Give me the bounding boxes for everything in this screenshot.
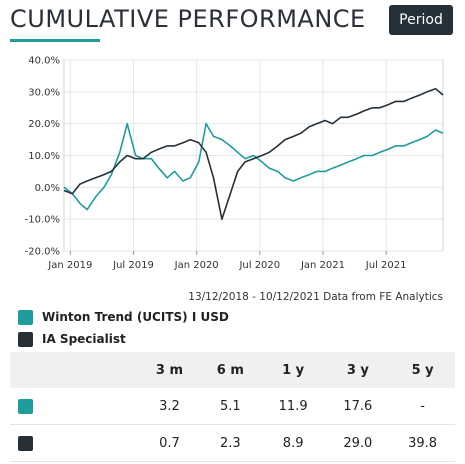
y-tick-label: 10.0%	[28, 151, 60, 162]
table-row-swatch-cell	[10, 388, 139, 425]
title-underline	[10, 39, 100, 42]
legend-swatch-fund	[18, 309, 33, 325]
fund-series-line	[63, 122, 444, 211]
table-cell: 39.8	[390, 424, 455, 462]
legend-swatch-sector	[18, 331, 33, 347]
legend: Winton Trend (UCITS) I USD IA Specialist	[18, 306, 229, 350]
table-cell: 5.1	[199, 388, 261, 425]
table-header-5y: 5 y	[390, 352, 455, 388]
x-tick-label: Jan 2021	[300, 260, 345, 271]
table-row: 0.7 2.3 8.9 29.0 39.8	[10, 424, 455, 462]
table-row-swatch-cell	[10, 424, 139, 462]
legend-item-fund[interactable]: Winton Trend (UCITS) I USD	[18, 306, 229, 328]
date-range-source: 13/12/2018 - 10/12/2021 Data from FE Ana…	[188, 291, 443, 303]
table-cell: -	[390, 388, 455, 425]
page-title: CUMULATIVE PERFORMANCE	[10, 5, 366, 33]
period-button[interactable]: Period	[389, 5, 453, 35]
y-tick-label: 30.0%	[28, 87, 60, 98]
table-header-blank	[10, 352, 139, 388]
table-cell: 11.9	[260, 388, 326, 425]
performance-table: 3 m 6 m 1 y 3 y 5 y 3.2 5.1 11.9 17.6 - …	[10, 352, 455, 462]
x-tick-label: Jan 2019	[47, 260, 92, 271]
table-header-row: 3 m 6 m 1 y 3 y 5 y	[10, 352, 455, 388]
table-cell: 29.0	[325, 424, 391, 462]
table-header-1y: 1 y	[260, 352, 326, 388]
y-tick-label: 20.0%	[28, 119, 60, 130]
table-cell: 0.7	[139, 424, 200, 462]
y-tick-label: 0.0%	[35, 183, 60, 194]
x-tick-label: Jul 2019	[112, 260, 154, 271]
fund-color-swatch	[18, 398, 33, 414]
x-tick-label: Jan 2020	[174, 260, 219, 271]
y-tick-label: -20.0%	[25, 247, 60, 258]
x-tick-label: Jul 2020	[238, 260, 280, 271]
table-cell: 17.6	[325, 388, 391, 425]
performance-chart: 40.0% 30.0% 20.0% 10.0% 0.0% -10.0% -20.0% Jan …	[25, 56, 444, 271]
legend-label-sector: IA Specialist	[42, 332, 126, 346]
table-cell: 2.3	[199, 424, 261, 462]
table-cell: 8.9	[260, 424, 326, 462]
legend-item-sector[interactable]: IA Specialist	[18, 328, 229, 350]
y-tick-label: 40.0%	[28, 56, 60, 67]
table-header-6m: 6 m	[199, 352, 261, 388]
table-header-3m: 3 m	[139, 352, 200, 388]
sector-color-swatch	[18, 435, 33, 451]
table-cell: 3.2	[139, 388, 200, 425]
y-tick-label: -10.0%	[25, 215, 60, 226]
table-row: 3.2 5.1 11.9 17.6 -	[10, 388, 455, 425]
table-header-3y: 3 y	[325, 352, 391, 388]
x-tick-label: Jul 2021	[365, 260, 407, 271]
legend-label-fund: Winton Trend (UCITS) I USD	[42, 310, 229, 324]
sector-series-line	[63, 87, 444, 220]
